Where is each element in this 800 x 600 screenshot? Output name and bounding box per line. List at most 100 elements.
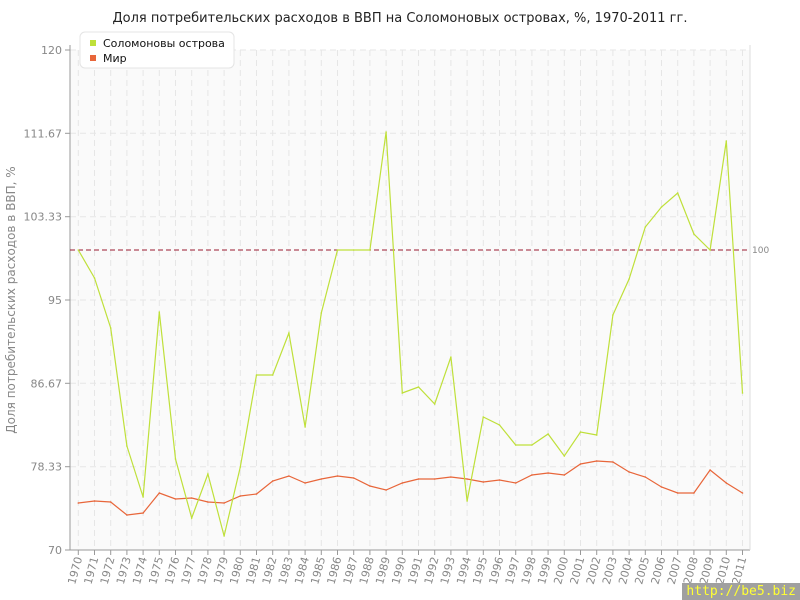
- data-point: [142, 496, 144, 498]
- data-point: [239, 466, 242, 468]
- data-point: [612, 314, 614, 316]
- series: [77, 131, 744, 537]
- data-point: [93, 500, 96, 502]
- data-point: [255, 493, 258, 495]
- data-point: [223, 502, 225, 504]
- data-point: [660, 206, 663, 208]
- data-point: [660, 486, 663, 488]
- y-tick-label: 103.33: [24, 211, 63, 224]
- data-point: [676, 492, 679, 494]
- data-point: [644, 226, 647, 228]
- data-point: [676, 192, 679, 194]
- data-point: [126, 445, 128, 447]
- series-line-solomon: [77, 131, 744, 537]
- data-point: [693, 233, 695, 235]
- data-point: [369, 249, 371, 251]
- data-point: [482, 481, 485, 483]
- legend-box: [79, 31, 235, 69]
- data-point: [741, 492, 744, 494]
- x-ticks: 1970197119721973197419751976197719781979…: [65, 550, 749, 586]
- data-point: [109, 501, 112, 503]
- data-point: [77, 502, 80, 504]
- data-point: [207, 473, 209, 475]
- legend-label-solomon[interactable]: Соломоновы острова: [103, 37, 225, 50]
- y-axis-label: Доля потребительских расходов в ВВП, %: [4, 166, 18, 433]
- data-point: [369, 485, 371, 487]
- data-point: [531, 474, 533, 476]
- data-point: [595, 434, 598, 436]
- reference-line-label: 100: [752, 246, 769, 256]
- data-point: [385, 131, 387, 133]
- data-point: [304, 426, 306, 428]
- data-point: [579, 431, 582, 433]
- data-point: [304, 482, 306, 484]
- data-point: [142, 512, 144, 514]
- data-point: [563, 474, 566, 476]
- legend-label-world[interactable]: Мир: [103, 52, 127, 65]
- data-point: [320, 312, 323, 314]
- data-point: [158, 492, 161, 494]
- data-point: [239, 495, 242, 497]
- data-point: [514, 482, 517, 484]
- legend-swatch-world: [90, 55, 96, 61]
- y-tick-label: 86.67: [31, 377, 63, 390]
- data-point: [158, 311, 161, 313]
- data-point: [709, 469, 711, 471]
- data-point: [725, 482, 728, 484]
- data-point: [644, 476, 647, 478]
- data-point: [482, 416, 485, 418]
- data-point: [612, 461, 614, 463]
- data-point: [709, 249, 711, 251]
- y-tick-label: 95: [48, 294, 62, 307]
- data-point: [288, 332, 290, 334]
- data-point: [223, 535, 225, 537]
- data-point: [693, 492, 695, 494]
- data-point: [498, 424, 501, 426]
- data-point: [450, 476, 452, 478]
- data-point: [563, 455, 566, 457]
- y-tick-label: 70: [48, 544, 62, 557]
- data-point: [271, 374, 274, 376]
- legend-swatch-solomon: [90, 40, 96, 46]
- y-tick-label: 111.67: [24, 127, 63, 140]
- data-point: [450, 356, 452, 358]
- data-point: [174, 458, 177, 460]
- data-point: [190, 497, 193, 499]
- data-point: [547, 433, 549, 435]
- data-point: [255, 374, 258, 376]
- data-point: [93, 277, 96, 279]
- data-point: [401, 482, 404, 484]
- data-point: [77, 249, 80, 251]
- data-point: [433, 403, 436, 405]
- data-point: [126, 514, 128, 516]
- data-point: [417, 478, 420, 480]
- data-point: [271, 480, 274, 482]
- data-point: [336, 475, 339, 477]
- data-point: [385, 489, 387, 491]
- data-point: [433, 478, 436, 480]
- data-point: [109, 327, 112, 329]
- data-point: [288, 475, 290, 477]
- data-point: [498, 479, 501, 481]
- data-point: [336, 249, 339, 251]
- data-point: [725, 140, 728, 142]
- data-point: [352, 249, 355, 251]
- data-point: [466, 500, 468, 502]
- y-ticks: 70 78.33 86.67 95 103.33 111.67 120: [24, 44, 70, 557]
- watermark[interactable]: http://be5.biz: [682, 583, 800, 600]
- data-point: [207, 501, 209, 503]
- grid: [70, 49, 750, 550]
- chart-title: Доля потребительских расходов в ВВП на С…: [113, 11, 688, 26]
- data-point: [579, 463, 582, 465]
- data-point: [547, 472, 549, 474]
- data-point: [531, 444, 533, 446]
- data-point: [417, 386, 420, 388]
- data-point: [628, 278, 630, 280]
- series-line-world: [78, 460, 743, 516]
- data-point: [352, 477, 355, 479]
- y-tick-label: 120: [41, 44, 62, 57]
- data-point: [174, 498, 177, 500]
- data-point: [320, 478, 323, 480]
- data-point: [514, 444, 517, 446]
- data-point: [741, 392, 744, 394]
